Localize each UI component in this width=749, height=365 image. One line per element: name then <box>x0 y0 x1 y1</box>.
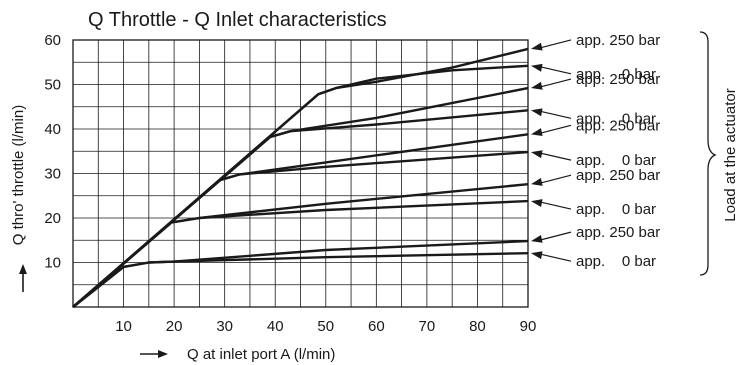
series-callout: app. 0 bar <box>531 63 656 83</box>
arrow-icon <box>531 234 543 243</box>
x-tick-label: 30 <box>216 318 233 335</box>
x-axis-label: Q at inlet port A (l/min) <box>187 346 335 363</box>
series-callout: app. 250 bar <box>531 117 660 137</box>
arrow-icon <box>531 150 543 159</box>
x-tick-label: 60 <box>368 318 385 335</box>
series-callout: app. 0 bar <box>531 199 656 218</box>
y-tick-label: 20 <box>44 210 61 227</box>
series-label: app. 250 bar <box>576 71 660 88</box>
series-label: app. 250 bar <box>576 167 660 184</box>
x-tick-label: 50 <box>317 318 334 335</box>
y-tick-label: 30 <box>44 166 61 183</box>
plot-frame <box>72 39 529 308</box>
arrow-icon <box>531 108 543 117</box>
x-tick-label: 80 <box>469 318 486 335</box>
series-callout: app. 250 bar <box>531 71 660 90</box>
series-label: app. 0 bar <box>576 66 656 83</box>
series-callout: app. 0 bar <box>531 150 656 169</box>
arrow-icon <box>531 128 543 137</box>
arrow-icon <box>531 81 543 90</box>
series-label: app. 250 bar <box>576 224 660 241</box>
y-axis-arrow-icon <box>19 264 27 292</box>
arrow-icon <box>531 63 543 72</box>
series-line <box>72 252 529 308</box>
arrow-icon <box>531 178 543 186</box>
y-tick-label: 40 <box>44 121 61 138</box>
series-label: app. 250 bar <box>576 117 660 134</box>
series-callout: app. 250 bar <box>531 167 660 186</box>
series-label: app. 250 bar <box>576 32 660 49</box>
series-label: app. 0 bar <box>576 110 656 127</box>
series-label: app. 0 bar <box>576 152 656 169</box>
x-tick-label: 90 <box>520 318 537 335</box>
chart-title: Q Throttle - Q Inlet characteristics <box>88 9 387 31</box>
x-axis-title: Q at inlet port A (l/min) <box>140 346 335 363</box>
series-callout: app. 250 bar <box>531 224 660 243</box>
y-tick-label: 10 <box>44 255 61 272</box>
plot-lines <box>72 47 529 308</box>
series-label: app. 0 bar <box>576 201 656 218</box>
arrow-icon <box>531 251 543 260</box>
x-tick-label: 70 <box>419 318 436 335</box>
load-label: Load at the actuator <box>722 88 739 221</box>
arrow-icon <box>531 199 543 208</box>
x-tick-label: 10 <box>115 318 132 335</box>
series-callout: app. 0 bar <box>531 251 656 270</box>
grid <box>73 40 528 307</box>
arrow-icon <box>531 42 543 51</box>
series-callout: app. 250 bar <box>531 32 660 51</box>
y-tick-label: 50 <box>44 77 61 94</box>
x-tick-label: 40 <box>267 318 284 335</box>
axes <box>72 39 529 308</box>
series-line <box>72 64 529 308</box>
series-callout: app. 0 bar <box>531 108 656 127</box>
x-tick-label: 20 <box>166 318 183 335</box>
x-axis-arrow-icon <box>140 350 168 358</box>
y-tick-label: 60 <box>44 32 61 49</box>
load-brace: Load at the actuator <box>699 31 739 276</box>
tick-labels: 10 20 30 40 50 60 70 80 90 10 20 30 40 50 60 <box>44 32 536 335</box>
series-label: app. 0 bar <box>576 253 656 270</box>
y-axis-title: Q thro' throttle (l/min) <box>10 105 27 292</box>
y-axis-label: Q thro' throttle (l/min) <box>10 105 27 245</box>
